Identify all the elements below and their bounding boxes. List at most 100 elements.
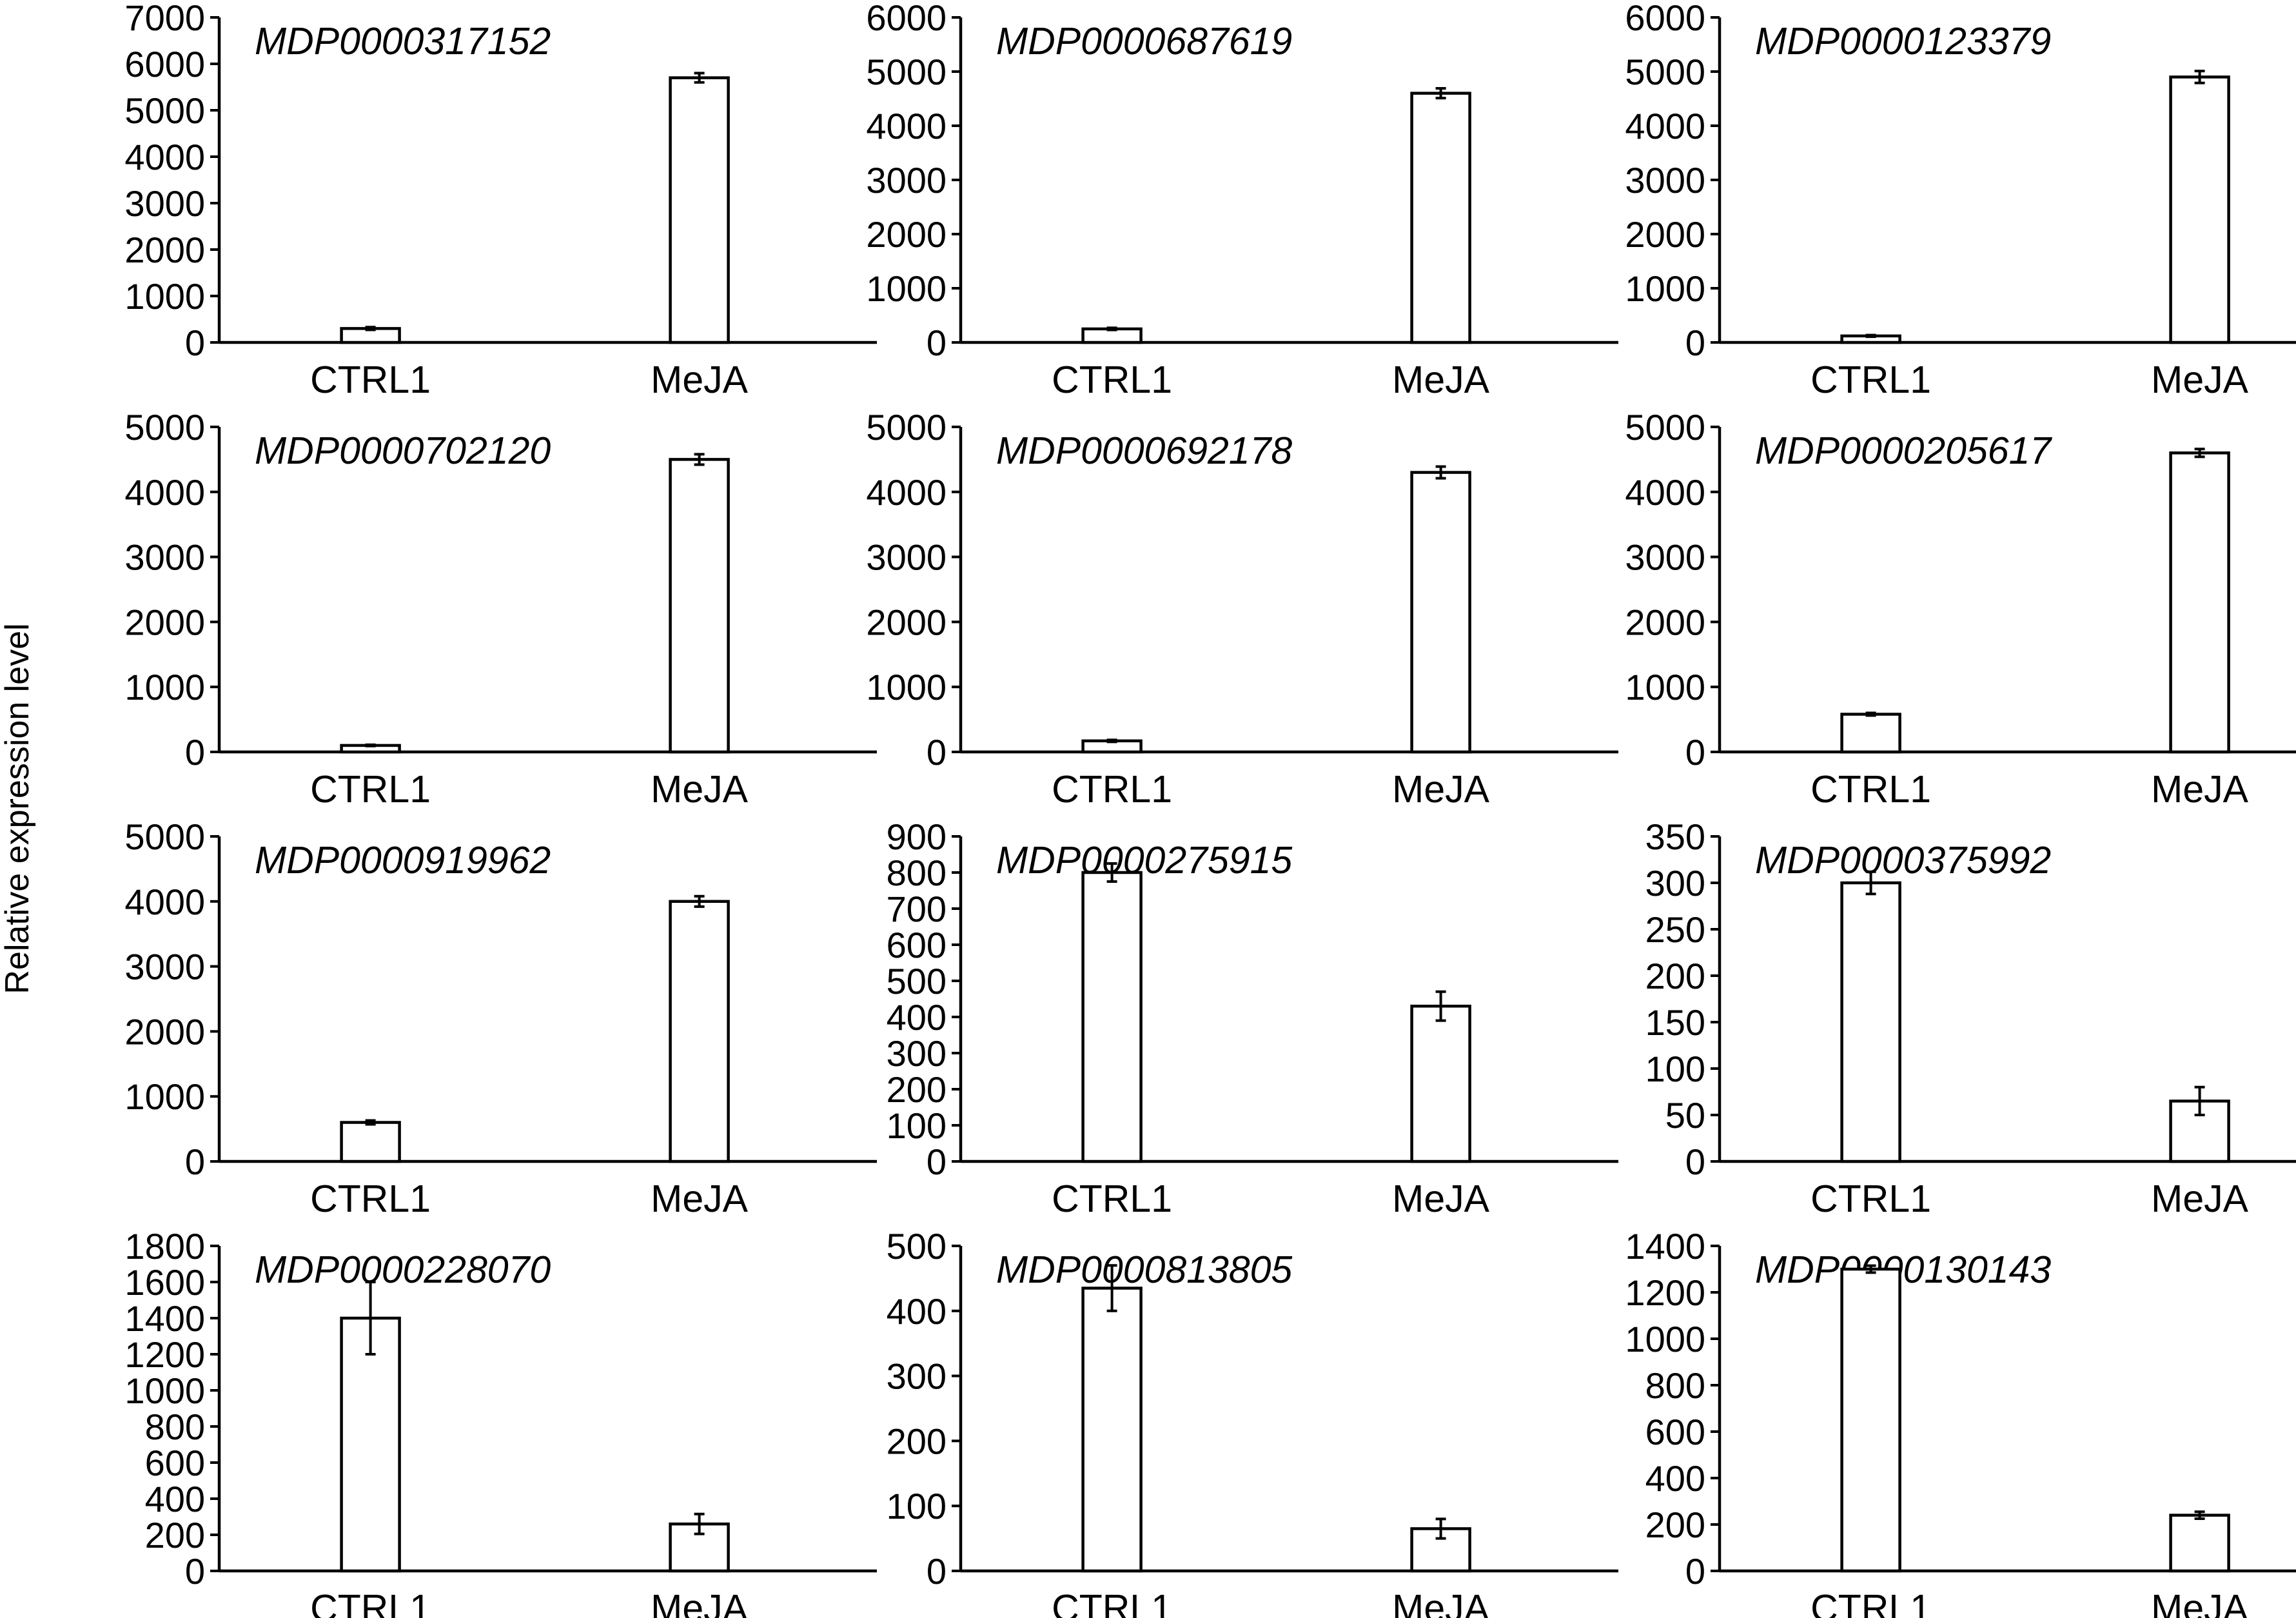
bar [2169, 1514, 2230, 1573]
y-tick-label: 1600 [124, 1262, 205, 1303]
y-tick-label: 300 [887, 1356, 947, 1397]
y-tick-label: 0 [1685, 1141, 1705, 1182]
gene-title: MDP0000275915 [996, 839, 1292, 882]
y-tick-label: 1000 [866, 268, 947, 309]
category-label: CTRL1 [310, 1587, 431, 1618]
y-tick-label: 6000 [1625, 0, 1705, 38]
category-label: MeJA [2151, 768, 2248, 811]
category-label: CTRL1 [1810, 1587, 1931, 1618]
y-tick-label: 0 [185, 1141, 205, 1182]
y-tick-label: 5000 [1625, 407, 1705, 448]
bar [340, 1316, 401, 1573]
y-axis-title: Relative expression level [0, 623, 36, 994]
y-tick-label: 3000 [1625, 537, 1705, 578]
y-tick-label: 1000 [1625, 667, 1705, 707]
chart-panel: 0 1000 2000 3000 4000 5000 MDP0000919962 CTRL1 M… [124, 816, 877, 1220]
category-label: CTRL1 [1052, 359, 1172, 401]
category-label: CTRL1 [1810, 1178, 1931, 1220]
y-tick-label: 7000 [124, 0, 205, 38]
y-tick-label: 3000 [124, 183, 205, 224]
y-tick-label: 200 [145, 1515, 205, 1555]
category-label: MeJA [1392, 1178, 1489, 1220]
y-tick-label: 500 [887, 961, 947, 1001]
y-tick-label: 0 [185, 732, 205, 773]
category-label: CTRL1 [310, 1178, 431, 1220]
chart-panel: 0 1000 2000 3000 4000 5000 6000 MDP0000687619 CT… [866, 0, 1618, 401]
y-tick-label: 5000 [866, 407, 947, 448]
y-tick-label: 1000 [1625, 268, 1705, 309]
bar [669, 900, 730, 1163]
y-tick-label: 1800 [124, 1226, 205, 1267]
y-tick-label: 0 [1685, 322, 1705, 363]
y-tick-label: 5000 [124, 407, 205, 448]
bar [1081, 871, 1143, 1163]
chart-panel: 0 1000 2000 3000 4000 5000 MDP0000702120 CTRL1 M… [124, 407, 877, 811]
y-tick-label: 0 [185, 1551, 205, 1592]
y-tick-label: 4000 [124, 137, 205, 177]
panels: 01000200030004000500060007000MDP00003171… [124, 0, 2296, 1618]
y-tick-label: 600 [1645, 1412, 1705, 1452]
y-tick-label: 0 [1685, 732, 1705, 773]
y-tick-label: 400 [145, 1479, 205, 1519]
y-tick-label: 0 [927, 1551, 947, 1592]
y-tick-label: 1200 [124, 1334, 205, 1375]
y-tick-label: 4000 [1625, 472, 1705, 513]
y-tick-label: 900 [887, 816, 947, 857]
y-tick-label: 500 [887, 1226, 947, 1267]
chart-panel: 0 50 100 150 200 250 300 350 MDP0000375992 CTRL1 M… [1645, 816, 2296, 1220]
chart-panel: 0 1000 2000 3000 4000 5000 MDP0000205617 CTRL1 M… [1625, 407, 2296, 811]
chart-panel: 0 1000 2000 3000 4000 5000 6000 7000 MDP00003171… [124, 0, 877, 401]
y-tick-label: 1000 [124, 276, 205, 317]
gene-title: MDP0000205617 [1755, 429, 2052, 472]
category-label: MeJA [2151, 359, 2248, 401]
category-label: CTRL1 [1810, 359, 1931, 401]
category-label: CTRL1 [1810, 768, 1931, 811]
gene-title: MDP0000317152 [255, 20, 551, 63]
y-tick-label: 0 [1685, 1551, 1705, 1592]
y-tick-label: 2000 [124, 602, 205, 642]
y-tick-label: 0 [927, 322, 947, 363]
gene-title: MDP0000813805 [996, 1248, 1292, 1291]
bar [669, 76, 730, 344]
y-tick-label: 6000 [866, 0, 947, 38]
y-tick-label: 5000 [124, 816, 205, 857]
category-label: CTRL1 [310, 768, 431, 811]
category-label: MeJA [651, 1587, 748, 1618]
bar [1840, 881, 1901, 1163]
y-tick-label: 50 [1665, 1095, 1705, 1136]
y-tick-label: 1000 [124, 667, 205, 707]
gene-title: MDP0000687619 [996, 20, 1292, 63]
y-tick-label: 200 [1645, 956, 1705, 996]
y-tick-label: 300 [887, 1033, 947, 1074]
y-tick-label: 1200 [1625, 1272, 1705, 1313]
category-label: MeJA [1392, 768, 1489, 811]
y-tick-label: 1400 [124, 1298, 205, 1339]
bar [1410, 92, 1471, 344]
category-label: MeJA [2151, 1587, 2248, 1618]
y-tick-label: 1000 [124, 1076, 205, 1117]
y-tick-label: 3000 [866, 160, 947, 201]
y-tick-label: 3000 [1625, 160, 1705, 201]
y-tick-label: 700 [887, 889, 947, 929]
category-label: MeJA [651, 768, 748, 811]
y-tick-label: 4000 [1625, 106, 1705, 146]
y-tick-label: 5000 [866, 52, 947, 92]
y-tick-label: 400 [1645, 1458, 1705, 1499]
category-label: CTRL1 [1052, 1178, 1172, 1220]
y-tick-label: 4000 [124, 472, 205, 513]
gene-title: MDP0000130143 [1755, 1248, 2051, 1291]
category-label: MeJA [651, 1178, 748, 1220]
category-label: CTRL1 [1052, 1587, 1172, 1618]
y-tick-label: 2000 [124, 1011, 205, 1052]
y-tick-label: 200 [1645, 1505, 1705, 1545]
bar [1840, 1267, 1901, 1573]
bar [1410, 471, 1471, 754]
gene-title: MDP0000228070 [255, 1248, 551, 1291]
chart-panel: 0 1000 2000 3000 4000 5000 MDP0000692178 CTRL1 M… [866, 407, 1618, 811]
bar [669, 458, 730, 754]
chart-panel: 0 200 400 600 800 1000 1200 1400 MDP0000130143 CT… [1625, 1226, 2296, 1618]
y-tick-label: 2000 [124, 230, 205, 270]
y-tick-label: 200 [887, 1069, 947, 1110]
y-tick-label: 100 [887, 1486, 947, 1526]
